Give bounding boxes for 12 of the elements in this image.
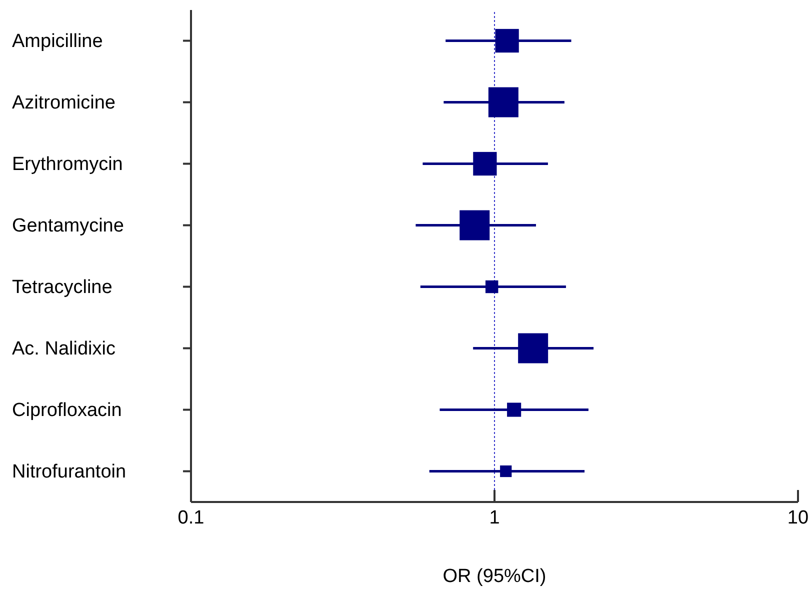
x-axis-title: OR (95%CI): [442, 566, 546, 587]
x-tick-label: 1: [489, 507, 500, 528]
y-tick-label: Nitrofurantoin: [12, 461, 126, 482]
y-tick-label: Erythromycin: [12, 154, 123, 175]
y-tick-label: Ampicilline: [12, 30, 103, 52]
x-tick-label: 10: [787, 507, 809, 528]
y-tick-label: Ac. Nalidixic: [12, 338, 116, 360]
y-tick-label: Ciprofloxacin: [12, 400, 122, 421]
y-tick-label: Azitromicine: [12, 92, 116, 114]
y-tick-label: Gentamycine: [12, 215, 124, 236]
y-tick-label: Tetracycline: [12, 276, 112, 298]
x-tick-label: 0.1: [178, 507, 204, 528]
